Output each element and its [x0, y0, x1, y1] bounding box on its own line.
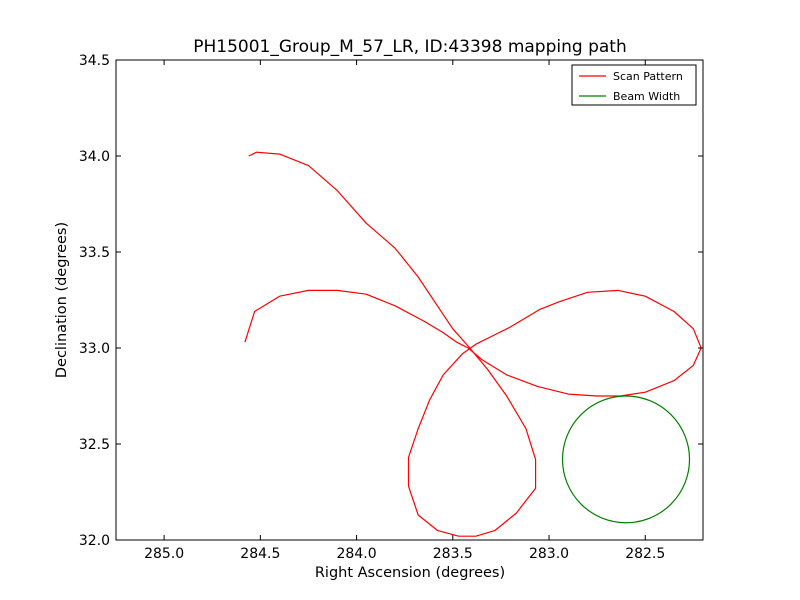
- x-tick-label: 282.5: [625, 546, 665, 562]
- y-tick-label: 32.0: [79, 533, 110, 549]
- y-tick-label: 33.0: [79, 341, 110, 357]
- legend-box: [571, 64, 697, 106]
- y-tick-label: 34.5: [79, 53, 110, 69]
- x-tick-label: 284.0: [337, 546, 377, 562]
- beam-width-circle: [561, 395, 691, 524]
- chart-title: PH15001_Group_M_57_LR, ID:43398 mapping …: [193, 37, 626, 57]
- x-tick-label: 283.5: [433, 546, 473, 562]
- ticks-layer: 285.0 284.5 284.0 283.5 283.0 282.5 32.0 32.5 33…: [79, 53, 703, 562]
- y-axis-label: Declination (degrees): [54, 222, 70, 378]
- scan-pattern-line: [244, 151, 702, 537]
- plot-area: [116, 60, 703, 540]
- data-layer: [244, 151, 702, 537]
- plot-frame: [115, 59, 704, 541]
- x-tick-label: 284.5: [240, 546, 280, 562]
- y-tick-label: 32.5: [79, 437, 110, 453]
- x-tick-label: 283.0: [529, 546, 569, 562]
- legend-label-beam-width: Beam Width: [613, 90, 680, 103]
- x-axis-label: Right Ascension (degrees): [315, 565, 505, 581]
- legend-label-scan-pattern: Scan Pattern: [613, 70, 683, 83]
- x-tick-label: 285.0: [144, 546, 184, 562]
- legend: Scan Pattern Beam Width: [571, 64, 697, 106]
- y-tick-label: 34.0: [79, 149, 110, 165]
- y-tick-label: 33.5: [79, 245, 110, 261]
